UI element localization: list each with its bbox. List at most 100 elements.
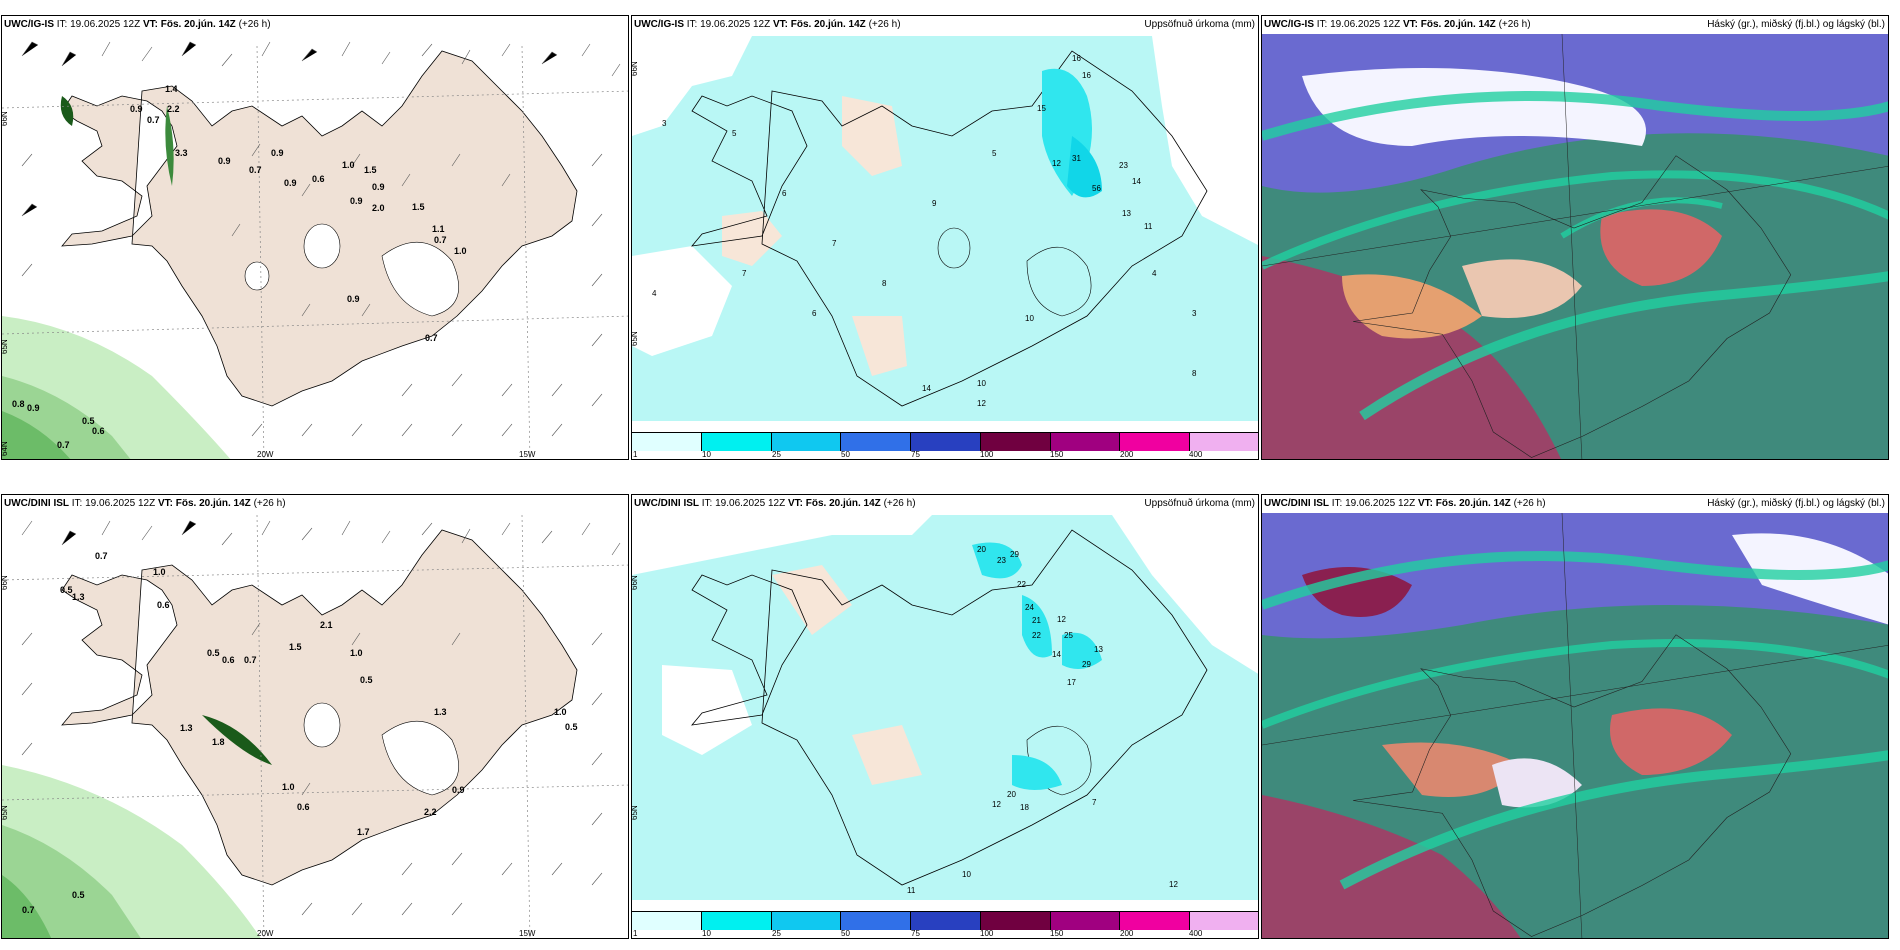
wind-barbs [21, 41, 621, 437]
init-time: 19.06.2025 12Z [1330, 19, 1401, 30]
map-value-label: 6 [782, 189, 787, 198]
colorbar-swatch [1050, 433, 1121, 451]
wind-label: 0.9 [350, 196, 363, 206]
colorbar-swatch [1190, 912, 1258, 930]
map-value-label: 8 [882, 279, 887, 288]
map-value-label: 23 [1119, 161, 1128, 170]
wind-barbs [21, 520, 621, 916]
map-value-label: 1.0 [554, 707, 567, 717]
map-value-label: 0.7 [244, 655, 257, 665]
colorbar-tick: 200 [1120, 929, 1134, 938]
wind-label: 0.7 [147, 115, 160, 125]
colorbar-tick: 100 [980, 450, 994, 459]
precip-labels: 16 16 15 31 23 56 12 14 13 11 10 12 10 1… [652, 54, 1197, 408]
colorbar-tick: 1 [633, 450, 638, 459]
map-value-label: 13 [1094, 645, 1103, 654]
map-value-label: 9 [932, 199, 937, 208]
panel-header: UWC/IG-IS IT: 19.06.2025 12Z VT: Fös. 20… [634, 19, 901, 30]
colorbar-tick: 75 [911, 450, 920, 459]
panel-title: Uppsöfnuð úrkoma (mm) [1144, 498, 1255, 509]
map-value-label: 4 [652, 289, 657, 298]
map-value-label: 12 [977, 399, 986, 408]
init-time: 19.06.2025 12Z [700, 19, 771, 30]
map-value-label: 1.3 [434, 707, 447, 717]
wind-label: 2.0 [372, 203, 385, 213]
valid-time: Fös. 20.jún. 14Z [1435, 498, 1511, 509]
lat-label: 66N [1, 111, 9, 126]
map-value-label: 7 [742, 269, 747, 278]
map-value-label: 0.9 [452, 785, 465, 795]
colorbar-tick: 1 [633, 929, 638, 938]
map-value-label: 0.5 [72, 890, 85, 900]
map-value-label: 1.3 [72, 592, 85, 602]
wind-label: 0.7 [425, 333, 438, 343]
map-value-label: 10 [977, 379, 986, 388]
map-value-label: 17 [1067, 678, 1076, 687]
model-name: UWC/IG-IS [4, 19, 54, 30]
map-value-label: 12 [1169, 880, 1178, 889]
lead-time: (+26 h) [868, 19, 901, 30]
lat-label: 65N [631, 331, 639, 346]
map-value-label: 16 [1082, 71, 1091, 80]
colorbar-tick: 400 [1189, 450, 1203, 459]
panel-header: UWC/DINI ISL IT: 19.06.2025 12Z VT: Fös.… [4, 498, 286, 509]
lead-time: (+26 h) [1513, 498, 1546, 509]
model-name: UWC/IG-IS [634, 19, 684, 30]
wind-label: 0.9 [284, 178, 297, 188]
lat-label: 66N [631, 61, 639, 76]
colorbar-swatch [632, 912, 702, 930]
cloud-map [1262, 495, 1888, 938]
map-value-label: 14 [1132, 177, 1141, 186]
lon-label: 15W [519, 450, 536, 459]
wind-label: 1.5 [364, 165, 377, 175]
cloud-map-panel-top: UWC/IG-IS IT: 19.06.2025 12Z VT: Fös. 20… [1261, 15, 1889, 460]
map-value-label: 1.7 [357, 827, 370, 837]
valid-time: Fös. 20.jún. 14Z [790, 19, 866, 30]
wind-label: 0.9 [347, 294, 360, 304]
colorbar-tick: 75 [911, 929, 920, 938]
wind-label: 1.0 [342, 160, 355, 170]
cloud-map-panel-bottom: UWC/DINI ISL IT: 19.06.2025 12Z VT: Fös.… [1261, 494, 1889, 939]
model-name: UWC/DINI ISL [634, 498, 699, 509]
colorbar-tick: 150 [1050, 929, 1064, 938]
map-value-label: 20 [1007, 790, 1016, 799]
map-value-label: 2.2 [424, 807, 437, 817]
precip-colorbar [632, 911, 1258, 930]
precip-colorbar [632, 432, 1258, 451]
wind-label: 1.4 [165, 84, 178, 94]
lead-time: (+26 h) [253, 498, 286, 509]
init-time: 19.06.2025 12Z [85, 498, 156, 509]
map-value-label: 1.0 [350, 648, 363, 658]
lead-time: (+26 h) [883, 498, 916, 509]
colorbar-swatch [701, 433, 772, 451]
map-value-label: 0.5 [60, 585, 73, 595]
lon-label: 20W [257, 929, 274, 938]
map-value-label: 22 [1017, 580, 1026, 589]
map-value-label: 10 [1025, 314, 1034, 323]
precip-map-panel-top: 16 16 15 31 23 56 12 14 13 11 10 12 10 1… [631, 15, 1259, 460]
map-value-label: 24 [1025, 603, 1034, 612]
precip-map-panel-bottom: 20 23 29 22 24 21 12 25 22 13 14 29 17 2… [631, 494, 1259, 939]
map-value-label: 14 [1052, 650, 1061, 659]
map-value-label: 16 [1072, 54, 1081, 63]
wind-speed-labels: 1.4 0.9 0.7 2.2 3.3 0.9 0.7 0.9 0.9 0.6 … [12, 84, 467, 450]
wind-label: 0.7 [249, 165, 262, 175]
lat-label: 66N [631, 575, 639, 590]
init-time: 19.06.2025 12Z [1345, 498, 1416, 509]
map-value-label: 0.5 [207, 648, 220, 658]
map-value-label: 15 [1037, 104, 1046, 113]
map-value-label: 13 [1122, 209, 1131, 218]
map-value-label: 3 [662, 119, 667, 128]
map-value-label: 0.6 [157, 600, 170, 610]
map-value-label: 31 [1072, 154, 1081, 163]
precip-map: 16 16 15 31 23 56 12 14 13 11 10 12 10 1… [632, 16, 1258, 459]
map-value-label: 14 [922, 384, 931, 393]
map-value-label: 7 [1092, 798, 1097, 807]
wind-speed-labels: 0.7 1.0 0.5 1.3 0.6 2.1 0.5 0.6 0.7 1.5 … [22, 551, 578, 915]
map-value-label: 0.7 [95, 551, 108, 561]
colorbar-swatch [980, 433, 1051, 451]
colorbar-tick: 200 [1120, 450, 1134, 459]
map-value-label: 1.3 [180, 723, 193, 733]
colorbar-tick: 25 [772, 450, 781, 459]
panel-title: Háský (gr.), miðský (fj.bl.) og lágský (… [1707, 498, 1885, 509]
